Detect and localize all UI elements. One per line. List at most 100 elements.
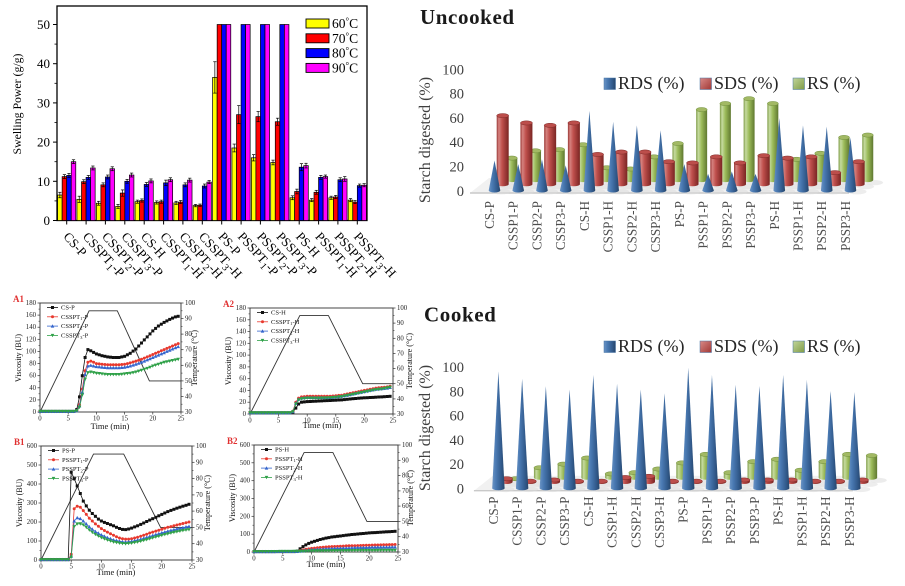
svg-text:30: 30 <box>196 557 203 564</box>
svg-text:60: 60 <box>397 366 404 373</box>
svg-text:A2: A2 <box>223 299 234 309</box>
svg-text:CS-H: CS-H <box>577 201 592 232</box>
svg-text:30: 30 <box>185 409 192 416</box>
svg-text:70: 70 <box>196 492 203 499</box>
svg-text:40: 40 <box>29 385 36 392</box>
svg-text:PSSPT3-P: PSSPT3-P <box>62 475 89 482</box>
svg-text:80: 80 <box>450 87 465 103</box>
svg-text:120: 120 <box>26 336 37 343</box>
svg-text:70: 70 <box>402 488 409 495</box>
svg-text:CSSP2-H: CSSP2-H <box>624 201 639 253</box>
svg-text:80: 80 <box>185 331 192 338</box>
svg-text:25: 25 <box>390 418 397 425</box>
svg-text:100: 100 <box>442 360 464 376</box>
svg-text:PSSPT1-P: PSSPT1-P <box>62 457 89 464</box>
svg-text:PSSPT1-H: PSSPT1-H <box>275 456 303 463</box>
svg-text:SDS (%): SDS (%) <box>714 336 779 357</box>
svg-text:Temperature (°C): Temperature (°C) <box>190 330 199 387</box>
svg-text:30: 30 <box>37 95 50 110</box>
svg-text:Swelling Power (g/g): Swelling Power (g/g) <box>10 53 24 154</box>
svg-text:90: 90 <box>397 320 404 327</box>
svg-text:CSSP1-P: CSSP1-P <box>510 497 525 546</box>
svg-text:80: 80 <box>402 473 409 480</box>
svg-text:70°C: 70°C <box>332 31 358 46</box>
svg-text:60°C: 60°C <box>332 16 358 31</box>
svg-text:60: 60 <box>29 373 36 380</box>
svg-text:PSSP1-H: PSSP1-H <box>791 201 806 251</box>
svg-text:20: 20 <box>29 397 36 404</box>
svg-text:PSSP1-P: PSSP1-P <box>700 497 715 545</box>
svg-text:PSSPT2-H: PSSPT2-H <box>275 465 303 472</box>
svg-text:Time (min): Time (min) <box>303 420 342 430</box>
svg-text:50: 50 <box>185 378 192 385</box>
svg-text:60: 60 <box>185 362 192 369</box>
svg-text:PSSP3-H: PSSP3-H <box>842 496 857 546</box>
svg-text:600: 600 <box>27 443 38 450</box>
svg-text:PS-H: PS-H <box>275 447 289 454</box>
svg-text:PS-P: PS-P <box>672 201 687 227</box>
svg-text:CS-H: CS-H <box>271 310 286 317</box>
svg-text:0: 0 <box>39 564 43 571</box>
svg-text:RS (%): RS (%) <box>807 73 861 94</box>
svg-text:80: 80 <box>29 361 36 368</box>
svg-text:Temperature (°C): Temperature (°C) <box>203 475 212 532</box>
svg-text:PSSP3-H: PSSP3-H <box>838 201 853 251</box>
svg-text:PS-P: PS-P <box>676 497 691 523</box>
svg-text:160: 160 <box>236 317 247 324</box>
svg-text:10: 10 <box>308 556 315 563</box>
svg-text:500: 500 <box>240 460 251 467</box>
svg-text:5: 5 <box>277 418 281 425</box>
svg-text:80°C: 80°C <box>332 46 358 61</box>
svg-text:RDS (%): RDS (%) <box>618 336 685 357</box>
svg-text:10: 10 <box>98 564 105 571</box>
svg-text:PSSP1-P: PSSP1-P <box>696 201 711 249</box>
svg-text:B1: B1 <box>14 437 25 447</box>
svg-text:Cooked: Cooked <box>424 303 496 327</box>
svg-text:Viscosity (BU): Viscosity (BU) <box>15 479 24 528</box>
svg-text:100: 100 <box>27 538 38 545</box>
svg-text:30: 30 <box>397 411 404 418</box>
svg-text:30: 30 <box>402 549 409 556</box>
svg-text:PSSP2-P: PSSP2-P <box>719 201 734 249</box>
svg-text:Time (min): Time (min) <box>91 421 130 431</box>
svg-text:PSSPT2-P: PSSPT2-P <box>62 466 89 473</box>
svg-text:100: 100 <box>240 531 251 538</box>
svg-text:CSSP3-H: CSSP3-H <box>648 201 663 253</box>
svg-text:40: 40 <box>402 534 409 541</box>
svg-text:Viscosity (BU): Viscosity (BU) <box>228 474 237 523</box>
svg-text:140: 140 <box>236 329 247 336</box>
svg-text:50: 50 <box>397 381 404 388</box>
svg-text:PSSP2-P: PSSP2-P <box>723 497 738 545</box>
svg-text:300: 300 <box>27 500 38 507</box>
svg-text:CS-H: CS-H <box>581 496 596 527</box>
svg-text:160: 160 <box>26 312 37 319</box>
svg-text:CSSPT2-P: CSSPT2-P <box>61 323 89 330</box>
svg-text:PS-P: PS-P <box>62 448 75 455</box>
svg-text:120: 120 <box>236 340 247 347</box>
svg-text:0: 0 <box>457 184 464 200</box>
svg-text:PSSP1-H: PSSP1-H <box>794 496 809 546</box>
svg-text:5: 5 <box>66 416 70 423</box>
svg-text:100: 100 <box>402 442 413 449</box>
svg-text:CSSP1-P: CSSP1-P <box>506 201 521 250</box>
svg-text:CSSP1-H: CSSP1-H <box>601 201 616 253</box>
svg-text:CSSPT2-H: CSSPT2-H <box>271 328 300 335</box>
svg-text:40: 40 <box>185 393 192 400</box>
svg-text:CSSP1-H: CSSP1-H <box>605 496 620 548</box>
svg-text:40: 40 <box>37 56 50 71</box>
svg-text:100: 100 <box>236 352 247 359</box>
svg-text:0: 0 <box>38 416 42 423</box>
svg-text:10: 10 <box>304 418 311 425</box>
svg-text:CSSP3-H: CSSP3-H <box>652 496 667 548</box>
svg-text:Temperature (°C): Temperature (°C) <box>406 470 415 527</box>
svg-text:15: 15 <box>337 556 344 563</box>
svg-text:20: 20 <box>158 564 165 571</box>
svg-text:15: 15 <box>121 416 128 423</box>
svg-text:RDS (%): RDS (%) <box>618 73 685 94</box>
svg-text:80: 80 <box>397 335 404 342</box>
svg-text:CSSP2-P: CSSP2-P <box>530 201 545 250</box>
svg-text:180: 180 <box>236 305 247 312</box>
svg-text:20: 20 <box>239 399 246 406</box>
svg-text:15: 15 <box>332 418 339 425</box>
svg-text:20: 20 <box>361 418 368 425</box>
